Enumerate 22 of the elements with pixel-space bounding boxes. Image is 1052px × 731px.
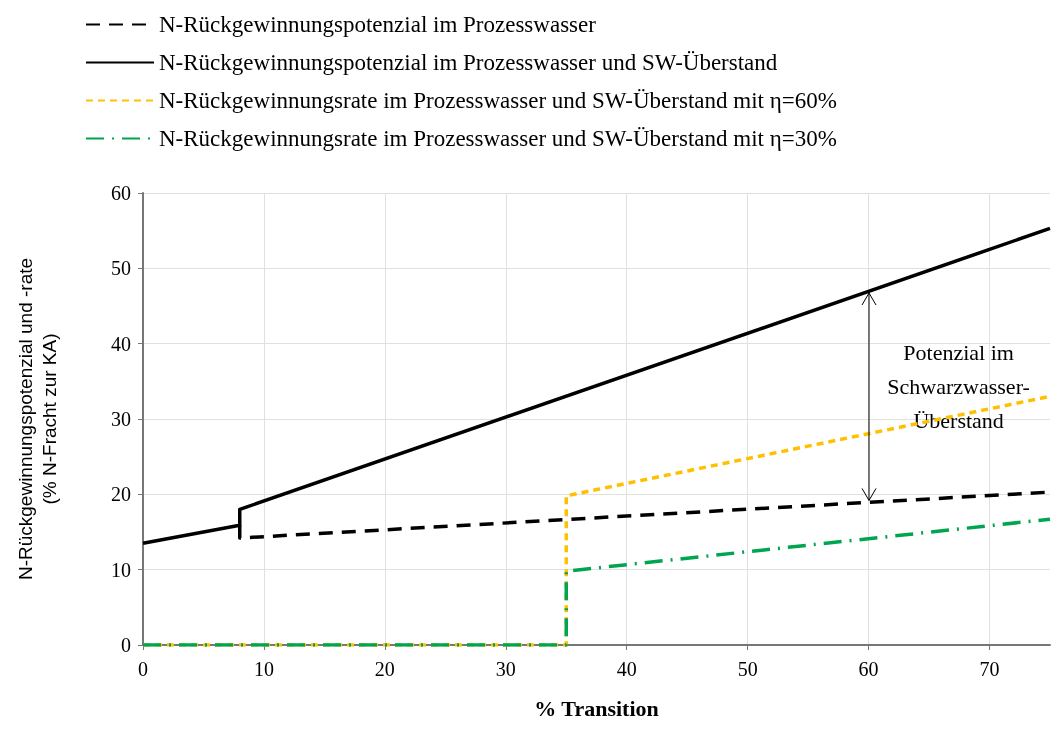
y-tick-label: 60 xyxy=(111,182,131,204)
y-tick-label: 40 xyxy=(111,332,131,355)
x-tick-label: 0 xyxy=(138,658,148,680)
x-tick-label: 40 xyxy=(616,658,637,680)
y-tick-label: 10 xyxy=(111,558,131,581)
y-axis-title: N-Rückgewinnungspotenzial und -rate (% N-Fracht zur KA) xyxy=(14,257,60,581)
y-tick-label: 20 xyxy=(111,483,131,506)
legend-label: N-Rückgewinnungsrate im Prozesswasser und SW-Überstand mit η=60% xyxy=(159,88,837,113)
x-tick-label: 60 xyxy=(858,658,879,680)
legend-label: N-Rückgewinnungspotenzial im Prozesswasser xyxy=(159,12,597,37)
legend-label: N-Rückgewinnungsrate im Prozesswasser und SW-Überstand mit η=30% xyxy=(159,126,837,151)
legend-label: N-Rückgewinnungspotenzial im Prozesswasser und SW-Überstand xyxy=(159,50,778,75)
x-axis-title: % Transition xyxy=(534,695,659,721)
x-tick-label: 50 xyxy=(737,658,758,680)
line-series xyxy=(141,226,1052,546)
y-tick-label: 30 xyxy=(111,408,131,430)
x-tick-label: 10 xyxy=(253,658,274,680)
y-tick-label: 50 xyxy=(111,257,131,280)
x-tick-label: 20 xyxy=(374,658,395,680)
x-tick-label: 30 xyxy=(495,658,516,680)
y-tick-label: 0 xyxy=(121,634,131,656)
x-tick-label: 70 xyxy=(979,658,1000,680)
